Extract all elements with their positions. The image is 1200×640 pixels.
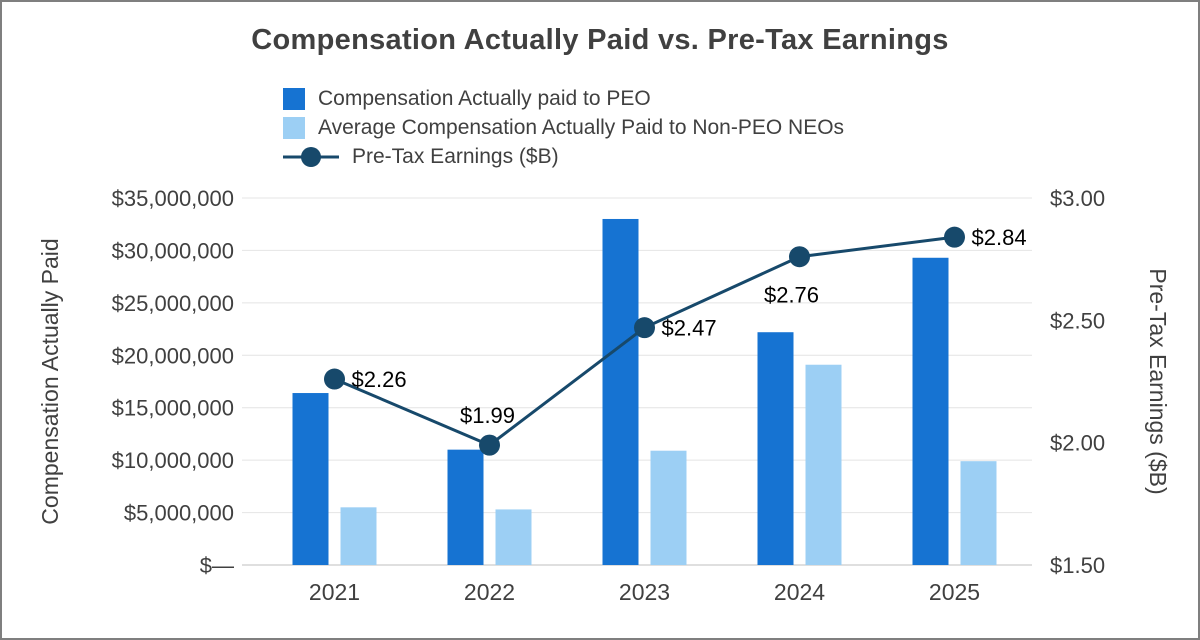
legend-label-earnings: Pre-Tax Earnings ($B) <box>352 145 559 168</box>
left-axis-title: Compensation Actually Paid <box>37 238 63 524</box>
chart-title: Compensation Actually Paid vs. Pre-Tax E… <box>251 24 949 56</box>
earnings-point-label: $2.76 <box>764 283 819 308</box>
legend-item-peo: Compensation Actually paid to PEO <box>283 86 844 112</box>
category-label: 2025 <box>929 579 980 605</box>
bar-peo <box>757 332 794 565</box>
legend-label-peo: Compensation Actually paid to PEO <box>318 87 651 110</box>
left-axis-tick-label: $30,000,000 <box>112 238 234 263</box>
bar-peo <box>447 449 484 565</box>
legend-item-neo: Average Compensation Actually Paid to No… <box>283 115 844 141</box>
earnings-point-label: $2.84 <box>972 225 1027 250</box>
earnings-point-label: $2.47 <box>662 316 717 341</box>
legend-line-dot <box>301 147 321 167</box>
right-axis-tick-label: $3.00 <box>1050 186 1105 211</box>
category-label: 2023 <box>619 579 670 605</box>
bar-neo <box>495 509 532 565</box>
category-label: 2024 <box>774 579 825 605</box>
earnings-point-label: $2.26 <box>352 367 407 392</box>
earnings-line <box>333 235 955 447</box>
bar-peo <box>912 257 949 565</box>
left-axis-tick-label: $10,000,000 <box>112 448 234 473</box>
right-axis-tick-label: $2.50 <box>1050 308 1105 333</box>
legend: Compensation Actually paid to PEO Averag… <box>283 86 844 170</box>
category-label: 2021 <box>309 579 360 605</box>
legend-line-marker-icon <box>283 145 339 169</box>
left-axis-tick-label: $20,000,000 <box>112 343 234 368</box>
earnings-line-marker <box>944 226 965 248</box>
earnings-line-marker <box>479 434 500 456</box>
earnings-point-label: $1.99 <box>460 403 515 428</box>
right-axis-title: Pre-Tax Earnings ($B) <box>1145 268 1171 494</box>
left-axis-tick-label: $5,000,000 <box>124 501 234 526</box>
earnings-line-marker <box>634 317 655 339</box>
left-axis-tick-label: $25,000,000 <box>112 291 234 316</box>
earnings-line-marker <box>789 246 810 268</box>
earnings-line-marker <box>324 368 345 390</box>
right-axis-tick-label: $2.00 <box>1050 431 1105 456</box>
category-label: 2022 <box>464 579 515 605</box>
bar-peo <box>292 393 329 565</box>
legend-swatch-peo <box>283 88 305 110</box>
left-axis-tick-label: $35,000,000 <box>112 186 234 211</box>
bar-neo <box>650 450 687 565</box>
left-axis-tick-label: $15,000,000 <box>112 396 234 421</box>
bar-neo <box>340 507 377 565</box>
legend-swatch-neo <box>283 117 305 139</box>
bar-neo <box>805 364 842 565</box>
right-axis-tick-label: $1.50 <box>1050 553 1105 578</box>
bar-peo <box>602 218 639 565</box>
left-axis-tick-label: $— <box>200 553 234 578</box>
bar-neo <box>960 461 997 565</box>
legend-item-earnings: Pre-Tax Earnings ($B) <box>283 144 844 170</box>
legend-label-neo: Average Compensation Actually Paid to No… <box>318 116 845 139</box>
